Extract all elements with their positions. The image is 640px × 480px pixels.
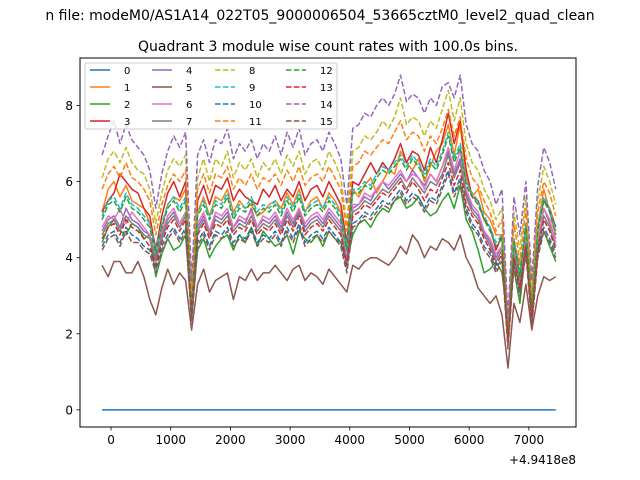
y-tick-label: 2 [65, 327, 73, 341]
series-line-7 [101, 154, 557, 343]
legend-label: 10 [249, 100, 262, 111]
plot-area [101, 74, 557, 411]
y-tick-label: 8 [65, 99, 73, 113]
series-line-5 [101, 234, 557, 369]
legend-label: 13 [320, 83, 333, 94]
x-tick-label: 6000 [454, 433, 485, 447]
legend-label: 5 [186, 83, 192, 94]
x-tick-label: 5000 [394, 433, 425, 447]
y-tick-label: 0 [65, 403, 73, 417]
x-tick-label: 4000 [335, 433, 366, 447]
series-line-12 [101, 135, 557, 339]
legend-label: 12 [320, 66, 333, 77]
legend-label: 8 [249, 66, 255, 77]
legend-label: 14 [320, 100, 333, 111]
legend-label: 0 [124, 66, 130, 77]
x-tick-label: 1000 [155, 433, 186, 447]
figure-suptitle: n file: modeM0/AS1A14_022T05_9000006504_… [45, 8, 594, 24]
legend-label: 3 [124, 117, 130, 128]
x-offset-label: +4.9418e8 [509, 453, 576, 467]
legend-label: 7 [186, 117, 192, 128]
series-line-13 [101, 161, 557, 343]
series-line-1 [101, 123, 557, 335]
series-line-10 [101, 169, 557, 346]
legend-label: 9 [249, 83, 255, 94]
legend-label: 6 [186, 100, 192, 111]
y-tick-label: 4 [65, 251, 73, 265]
x-tick-label: 0 [107, 433, 115, 447]
x-tick-label: 3000 [275, 433, 306, 447]
legend-box [84, 62, 338, 130]
series-line-14 [101, 74, 557, 320]
legend-label: 11 [249, 117, 262, 128]
axes-frame [79, 57, 577, 428]
series-line-15 [101, 173, 557, 350]
x-tick-label: 2000 [215, 433, 246, 447]
series-line-8 [101, 89, 557, 327]
y-axis: 0 2 4 6 8 [65, 99, 80, 417]
chart-title: Quadrant 3 module wise count rates with … [138, 39, 518, 55]
series-line-9 [101, 131, 557, 335]
legend-label: 4 [186, 66, 192, 77]
legend-label: 1 [124, 83, 130, 94]
legend-label: 2 [124, 100, 130, 111]
series-line-11 [101, 108, 557, 331]
y-tick-label: 6 [65, 175, 73, 189]
series-line-6 [101, 146, 557, 339]
x-axis: 0 1000 2000 3000 4000 5000 6000 7000 [107, 427, 544, 447]
legend-label: 15 [320, 117, 333, 128]
x-tick-label: 7000 [514, 433, 545, 447]
